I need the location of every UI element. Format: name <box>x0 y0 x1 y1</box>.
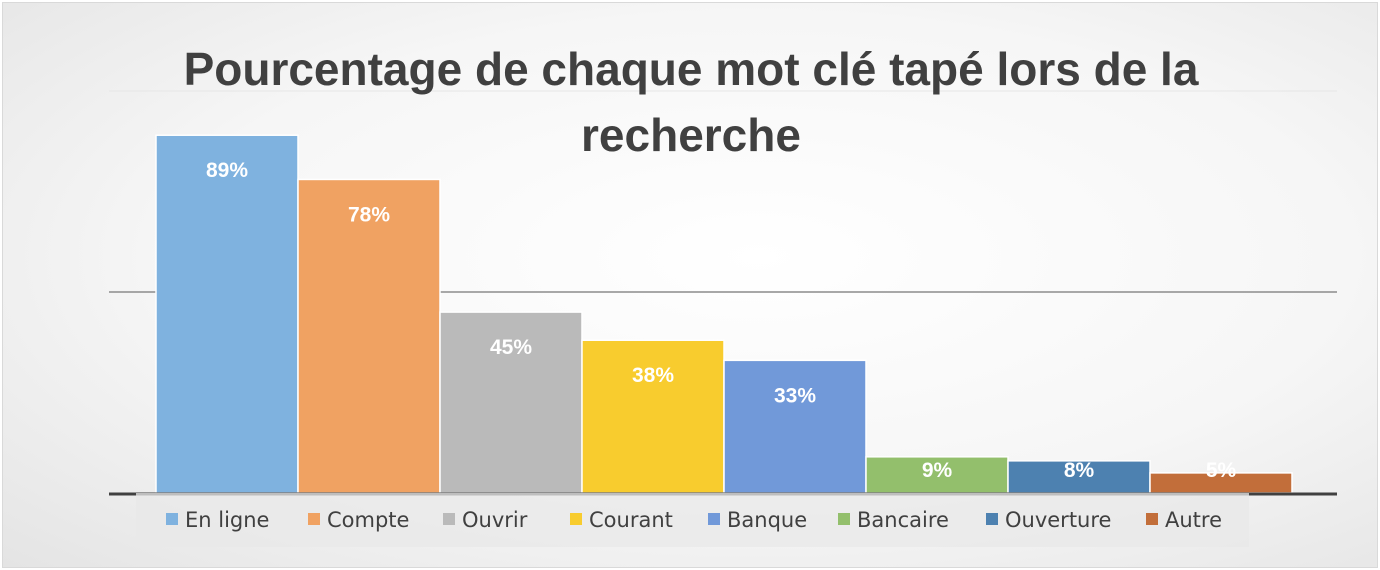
data-labels: 89% 78% 45% 38% 33% 9% 8% 5% <box>206 159 1237 482</box>
legend-label: Banque <box>727 508 807 532</box>
data-label: 33% <box>774 384 816 407</box>
data-label: 8% <box>1064 459 1095 482</box>
legend: En ligne Compte Ouvrir Courant Banque Bancair… <box>136 493 1249 547</box>
legend-swatch <box>838 513 850 525</box>
legend-swatch <box>986 513 998 525</box>
legend-label: Ouverture <box>1005 508 1111 532</box>
data-label: 78% <box>348 203 390 226</box>
legend-swatch <box>1146 513 1158 525</box>
legend-swatch <box>308 513 320 525</box>
legend-label: Autre <box>1165 508 1222 532</box>
legend-swatch <box>708 513 720 525</box>
legend-label: Courant <box>589 508 673 532</box>
bar-en-ligne <box>155 134 299 494</box>
legend-swatch <box>443 513 455 525</box>
legend-swatch <box>166 513 178 525</box>
bar-ouvrir <box>439 311 583 494</box>
data-label: 5% <box>1206 459 1237 482</box>
bar-banque <box>723 359 867 494</box>
bar-ouverture <box>1007 460 1151 494</box>
data-label: 9% <box>922 459 953 482</box>
legend-label: Compte <box>327 508 409 532</box>
bar-compte <box>297 178 441 494</box>
legend-label: Ouvrir <box>462 508 528 532</box>
bar-courant <box>581 339 725 494</box>
bar-chart: 89% 78% 45% 38% 33% 9% 8% 5% En ligne Compte Ouvr… <box>109 43 1337 547</box>
bar-bancaire <box>865 456 1009 494</box>
data-label: 89% <box>206 159 248 182</box>
legend-background <box>136 493 1249 547</box>
bars <box>155 134 1293 494</box>
data-label: 38% <box>632 364 674 387</box>
legend-label: Bancaire <box>857 508 949 532</box>
legend-label: En ligne <box>185 508 269 532</box>
data-label: 45% <box>490 336 532 359</box>
chart-title-line-2: recherche <box>581 109 801 161</box>
legend-swatch <box>570 513 582 525</box>
chart-title-line-1: Pourcentage de chaque mot clé tapé lors … <box>184 43 1199 95</box>
